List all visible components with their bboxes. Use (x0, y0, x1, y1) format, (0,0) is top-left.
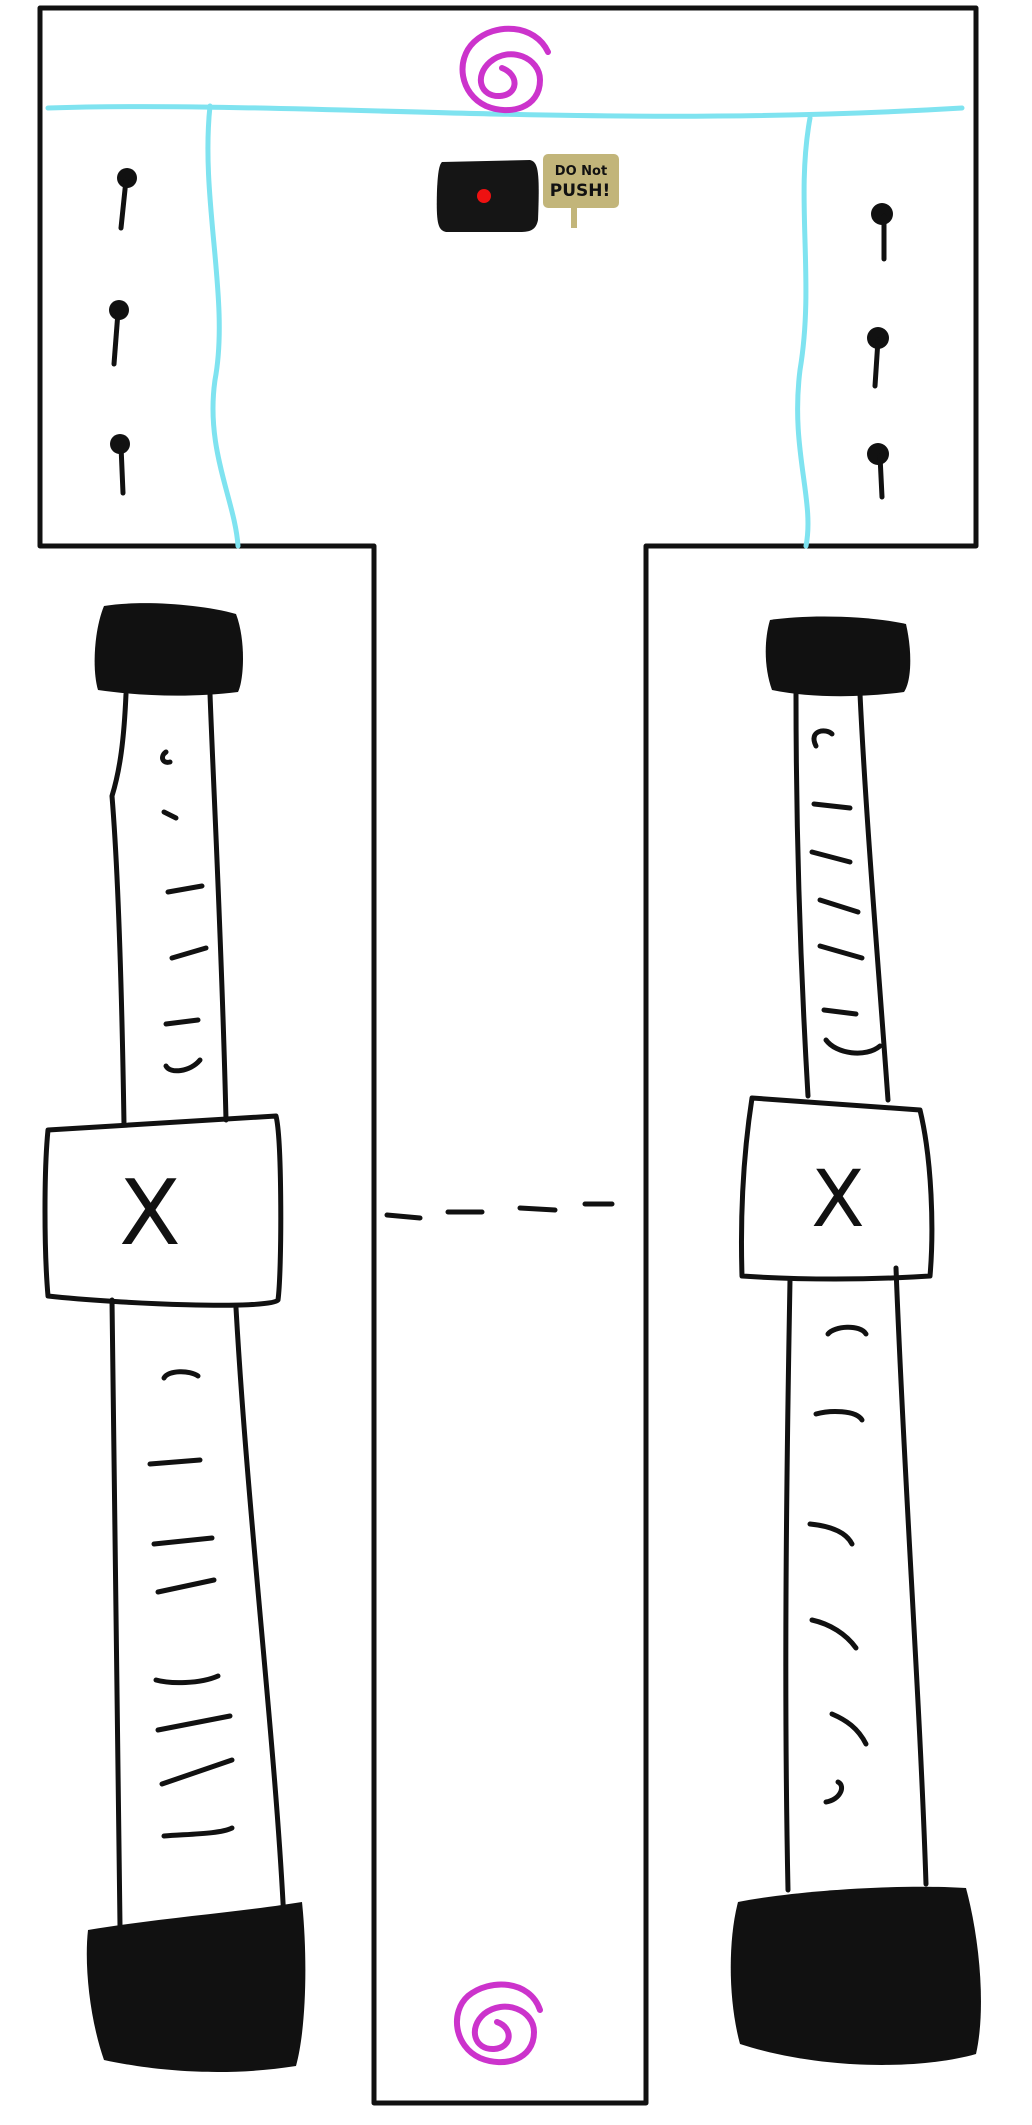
pin-icon (867, 443, 889, 500)
room-outline (37, 5, 979, 2106)
pin-icon (109, 300, 129, 367)
ladder-right-top-cap (765, 616, 911, 697)
ladder-right-upper-rungs (809, 728, 883, 1056)
ladder-right-upper-rail-l (793, 691, 811, 1099)
pin-icon (867, 327, 889, 389)
ladder-left-lower-rungs (147, 1369, 235, 1839)
ladder-left-lower-rail-r (233, 1305, 287, 1925)
spiral-portal-icon (453, 1981, 543, 2066)
pins-left (109, 168, 137, 496)
pin-icon (871, 203, 893, 262)
x-mark-icon: X (119, 1161, 181, 1266)
ladder-left-upper-rail-r (207, 691, 229, 1123)
water-line-right (795, 115, 813, 549)
ladder-left-marker-box (42, 1113, 284, 1308)
portal-bottom[interactable] (453, 1981, 543, 2066)
sign-line-1: DO Not (555, 164, 607, 179)
corridor-dashed-line (384, 1201, 615, 1221)
ladder-right-lower-rail-r (893, 1265, 929, 1887)
x-mark-icon: X (811, 1155, 864, 1245)
ladder-left-bottom-cap (86, 1902, 306, 2073)
ladder-left-upper-rail-l (109, 691, 129, 1127)
pin-icon (117, 168, 137, 231)
portal-top[interactable] (459, 25, 551, 114)
button-light (477, 189, 491, 203)
ladder-left-top-cap (94, 603, 243, 696)
water-line-left (205, 103, 241, 549)
ladder-right-lower-rungs (807, 1324, 869, 1805)
pin-icon (110, 434, 130, 496)
ladder-right-marker-box (739, 1095, 935, 1282)
red-button[interactable] (436, 160, 539, 232)
ladder-left[interactable]: X (42, 603, 306, 2073)
ladder-left-upper-rungs (160, 749, 209, 1074)
ladder-right-upper-rail-r (857, 691, 891, 1103)
ladder-right-lower-rail-l (783, 1277, 793, 1893)
pins-right (867, 203, 893, 500)
ladder-right[interactable]: X (730, 616, 981, 2065)
sign-line-2: PUSH! (550, 181, 611, 201)
warning-sign: DO Not PUSH! (543, 154, 619, 228)
ladder-right-bottom-cap (730, 1886, 981, 2065)
water-line-top (45, 104, 965, 119)
ladder-left-lower-rail-l (109, 1297, 123, 1929)
spiral-portal-icon (459, 25, 551, 114)
warning-sign-icon (543, 154, 619, 208)
